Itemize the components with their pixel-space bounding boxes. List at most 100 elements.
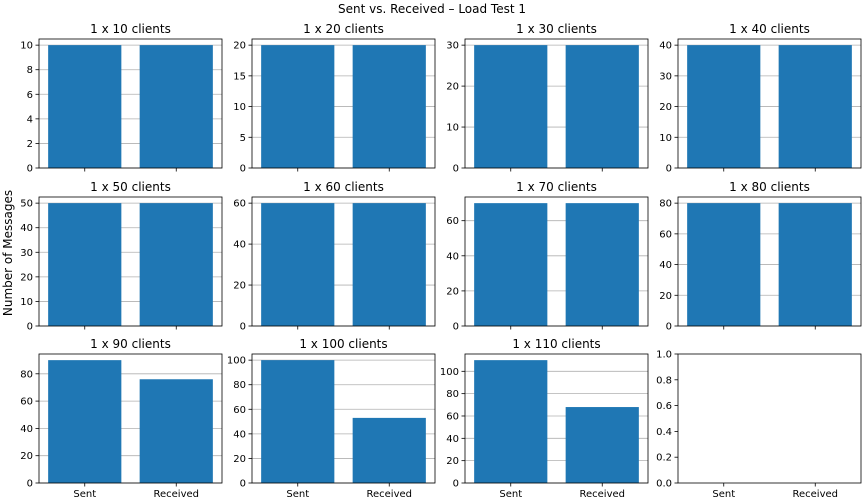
y-tick-label: 10 bbox=[20, 41, 33, 52]
bar-received bbox=[565, 203, 639, 326]
y-tick-label: 5 bbox=[240, 133, 246, 144]
y-tick-label: 20 bbox=[20, 451, 33, 462]
y-tick-label: 10 bbox=[659, 133, 672, 144]
y-tick-label: 60 bbox=[20, 397, 33, 408]
figure-title: Sent vs. Received – Load Test 1 bbox=[338, 2, 526, 16]
y-tick-label: 20 bbox=[659, 102, 672, 113]
y-tick-label: 8 bbox=[27, 65, 33, 76]
bar-sent bbox=[48, 203, 122, 326]
axes-frame bbox=[38, 353, 223, 484]
y-tick-label: 10 bbox=[233, 102, 246, 113]
y-tick-label: 0.8 bbox=[656, 375, 672, 386]
axes-frame bbox=[251, 353, 436, 484]
y-tick-label: 6 bbox=[27, 90, 33, 101]
x-tick-label: Sent bbox=[712, 489, 735, 500]
axes-frame bbox=[464, 38, 649, 169]
y-tick-label: 0 bbox=[666, 322, 672, 333]
y-tick-label: 40 bbox=[659, 41, 672, 52]
y-tick-label: 0 bbox=[453, 164, 459, 175]
bar-received bbox=[139, 45, 213, 169]
y-tick-label: 10 bbox=[446, 123, 459, 134]
y-tick-label: 40 bbox=[446, 434, 459, 445]
bar-received bbox=[352, 203, 426, 326]
x-tick-label: Received bbox=[580, 489, 626, 500]
y-tick-label: 40 bbox=[233, 429, 246, 440]
y-tick-label: 100 bbox=[227, 356, 246, 367]
axes-frame bbox=[38, 196, 223, 327]
x-tick-label: Sent bbox=[286, 489, 309, 500]
bar-received bbox=[778, 45, 852, 169]
y-tick-label: 60 bbox=[659, 229, 672, 240]
y-tick-label: 0 bbox=[27, 479, 33, 490]
x-tick-label: Sent bbox=[499, 489, 522, 500]
y-tick-label: 0 bbox=[240, 164, 246, 175]
subplot-title: 1 x 100 clients bbox=[299, 337, 387, 351]
x-tick-label: Received bbox=[793, 489, 839, 500]
subplot-title: 1 x 80 clients bbox=[729, 180, 810, 194]
subplot-1: 0 2 4 6 8 10 1 x 10 clients bbox=[20, 22, 223, 175]
y-tick-label: 50 bbox=[20, 199, 33, 210]
bar-sent bbox=[474, 45, 548, 169]
y-tick-label: 40 bbox=[20, 223, 33, 234]
subplot-9: 0 20 40 60 80 Sent Received 1 x 90 clients bbox=[20, 337, 223, 500]
subplot-title: 1 x 40 clients bbox=[729, 22, 810, 36]
subplot-8: 0 20 40 60 80 1 x 80 clients bbox=[659, 180, 862, 333]
y-tick-label: 0 bbox=[666, 164, 672, 175]
bar-received bbox=[778, 203, 852, 326]
bar-received bbox=[352, 45, 426, 169]
subplot-7: 0 20 40 60 1 x 70 clients bbox=[446, 180, 649, 333]
bar-sent bbox=[474, 360, 548, 483]
bar-sent bbox=[48, 360, 122, 483]
subplot-title: 1 x 50 clients bbox=[90, 180, 171, 194]
axes-frame bbox=[677, 353, 862, 484]
y-tick-label: 40 bbox=[233, 240, 246, 251]
y-tick-label: 4 bbox=[27, 114, 33, 125]
subplot-11: 0 20 40 60 80 100 Sent Received 1 x 110 clients bbox=[440, 337, 649, 500]
subplot-title: 1 x 60 clients bbox=[303, 180, 384, 194]
y-tick-label: 100 bbox=[440, 367, 459, 378]
y-tick-label: 0.6 bbox=[656, 401, 672, 412]
bar-received bbox=[139, 379, 213, 483]
bar-sent bbox=[687, 203, 761, 326]
subplot-10: 0 20 40 60 80 100 Sent Received 1 x 100 clients bbox=[227, 337, 436, 500]
axes-frame bbox=[677, 38, 862, 169]
y-tick-label: 40 bbox=[659, 260, 672, 271]
y-tick-label: 80 bbox=[446, 389, 459, 400]
y-tick-label: 40 bbox=[20, 424, 33, 435]
subplot-title: 1 x 10 clients bbox=[90, 22, 171, 36]
bar-received bbox=[565, 407, 639, 483]
y-tick-label: 80 bbox=[20, 369, 33, 380]
y-tick-label: 0.4 bbox=[656, 427, 672, 438]
axes-frame bbox=[677, 196, 862, 327]
subplot-12: 0.0 0.2 0.4 0.6 0.8 1.0 Sent Received bbox=[656, 350, 862, 500]
y-tick-label: 60 bbox=[446, 216, 459, 227]
y-tick-label: 30 bbox=[20, 248, 33, 259]
y-tick-label: 20 bbox=[233, 41, 246, 52]
subplot-grid: 0 2 4 6 8 10 1 x 10 clients 0 5 10 15 20 1 x 20 clie… bbox=[20, 22, 862, 500]
y-tick-label: 0 bbox=[27, 164, 33, 175]
subplot-title: 1 x 110 clients bbox=[512, 337, 600, 351]
subplot-title: 1 x 90 clients bbox=[90, 337, 171, 351]
axes-frame bbox=[251, 38, 436, 169]
y-tick-label: 2 bbox=[27, 139, 33, 150]
bar-sent bbox=[261, 45, 335, 169]
y-tick-label: 30 bbox=[446, 41, 459, 52]
y-tick-label: 0 bbox=[27, 322, 33, 333]
y-tick-label: 15 bbox=[233, 71, 246, 82]
y-tick-label: 0.0 bbox=[656, 479, 672, 490]
y-tick-label: 60 bbox=[233, 199, 246, 210]
y-tick-label: 40 bbox=[446, 251, 459, 262]
bar-received bbox=[352, 417, 426, 483]
y-tick-label: 20 bbox=[233, 281, 246, 292]
bar-sent bbox=[261, 360, 335, 483]
axes-frame bbox=[38, 38, 223, 169]
subplot-title: 1 x 70 clients bbox=[516, 180, 597, 194]
axes-frame bbox=[251, 196, 436, 327]
subplot-5: 0 10 20 30 40 50 1 x 50 clients bbox=[20, 180, 223, 333]
y-tick-label: 20 bbox=[446, 286, 459, 297]
y-tick-label: 20 bbox=[233, 454, 246, 465]
y-tick-label: 20 bbox=[20, 272, 33, 283]
y-tick-label: 30 bbox=[659, 71, 672, 82]
x-tick-label: Sent bbox=[73, 489, 96, 500]
